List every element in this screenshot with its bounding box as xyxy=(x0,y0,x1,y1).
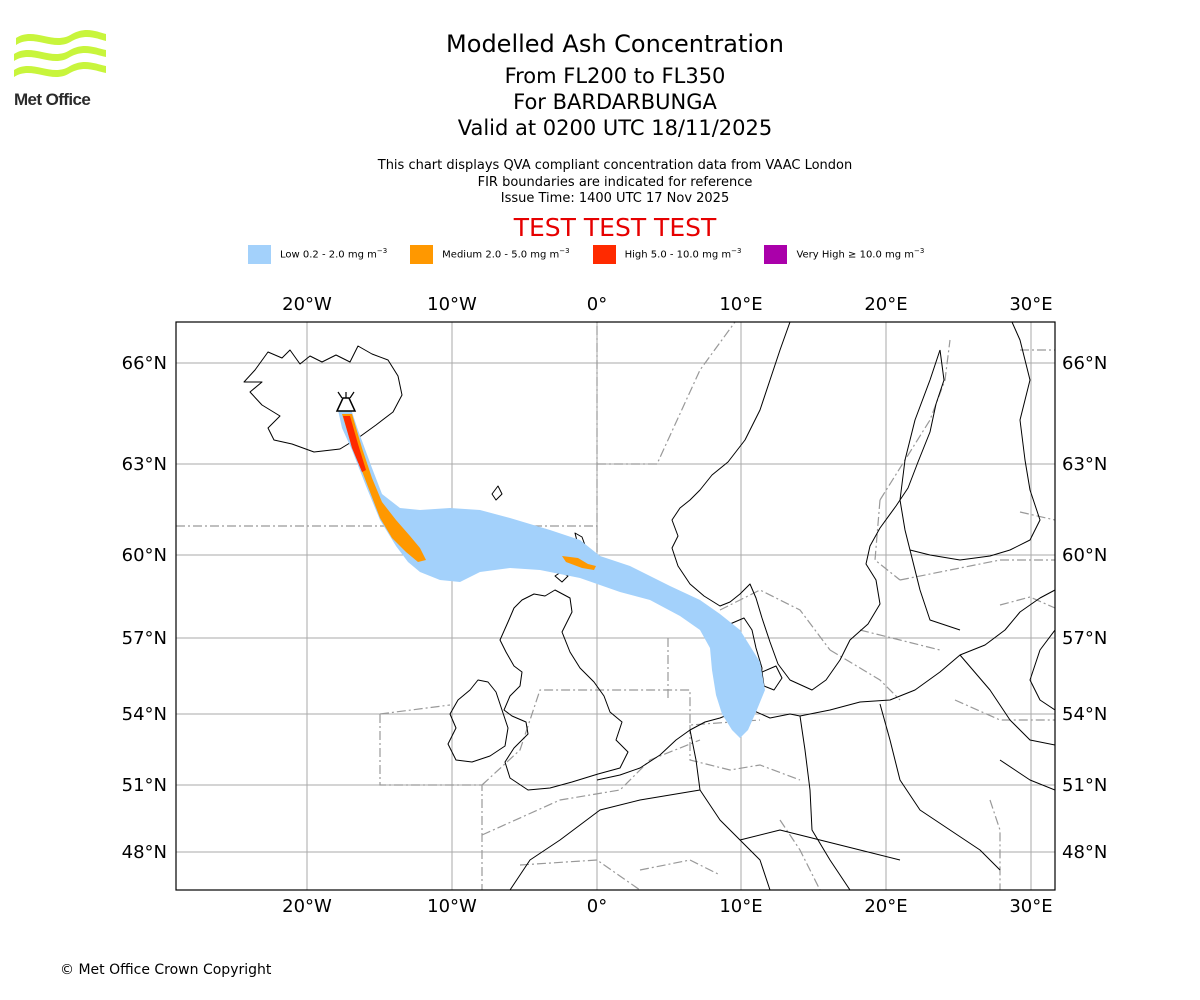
lat-label-right: 57°N xyxy=(1062,628,1107,649)
volcano-icon xyxy=(335,391,357,412)
lon-label-bottom: 20°E xyxy=(864,896,907,917)
legend-item-low: Low 0.2 - 2.0 mg m−3 xyxy=(248,244,387,264)
met-office-logo-text: Met Office xyxy=(14,90,91,109)
lon-label-top: 30°E xyxy=(1009,294,1052,315)
lon-label-bottom: 10°E xyxy=(719,896,762,917)
ash-low-area xyxy=(338,406,765,738)
ash-medium-patch xyxy=(562,556,596,570)
issue-time: Issue Time: 1400 UTC 17 Nov 2025 xyxy=(500,191,730,206)
flight-levels: From FL200 to FL350 xyxy=(504,64,726,88)
legend-item-medium: Medium 2.0 - 5.0 mg m−3 xyxy=(410,244,570,264)
lon-label-top: 10°W xyxy=(427,294,477,315)
legend-item-high: High 5.0 - 10.0 mg m−3 xyxy=(592,244,741,264)
volcano-name: For BARDARBUNGA xyxy=(513,90,717,114)
lon-label-bottom: 20°W xyxy=(282,896,332,917)
lat-label-right: 66°N xyxy=(1062,353,1107,374)
lon-label-top: 10°E xyxy=(719,294,762,315)
test-banner: TEST TEST TEST xyxy=(513,213,717,242)
lat-label-left: 60°N xyxy=(122,545,167,566)
legend-label-very-high: Very High ≥ 10.0 mg m xyxy=(796,249,915,261)
map-frame xyxy=(175,321,1056,891)
met-office-waves-icon xyxy=(14,29,106,77)
copyright: © Met Office Crown Copyright xyxy=(60,962,272,978)
ash-high-area xyxy=(343,416,366,472)
legend-swatch-medium xyxy=(410,244,434,264)
info-line-2: FIR boundaries are indicated for referen… xyxy=(477,175,753,190)
lat-label-right: 48°N xyxy=(1062,842,1107,863)
legend-item-very-high: Very High ≥ 10.0 mg m−3 xyxy=(764,244,924,264)
graticule xyxy=(176,322,1055,890)
lat-label-right: 60°N xyxy=(1062,545,1107,566)
legend-swatch-high xyxy=(592,244,616,264)
legend-label-medium: Medium 2.0 - 5.0 mg m xyxy=(442,249,560,261)
legend-swatch-very-high xyxy=(764,244,788,264)
lat-label-left: 54°N xyxy=(122,704,167,725)
valid-time: Valid at 0200 UTC 18/11/2025 xyxy=(457,116,773,140)
lat-label-left: 66°N xyxy=(122,353,167,374)
legend: Low 0.2 - 2.0 mg m−3 Medium 2.0 - 5.0 mg… xyxy=(248,244,924,264)
lat-label-right: 51°N xyxy=(1062,775,1107,796)
lon-label-top: 20°E xyxy=(864,294,907,315)
legend-label-high: High 5.0 - 10.0 mg m xyxy=(624,249,732,261)
lon-label-top: 20°W xyxy=(282,294,332,315)
info-line-1: This chart displays QVA compliant concen… xyxy=(377,158,853,173)
lat-label-left: 57°N xyxy=(122,628,167,649)
lat-label-right: 63°N xyxy=(1062,454,1107,475)
legend-label-low: Low 0.2 - 2.0 mg m xyxy=(280,249,377,261)
lat-label-left: 63°N xyxy=(122,454,167,475)
met-office-logo: Met Office xyxy=(12,28,112,118)
ash-medium-area xyxy=(342,414,426,562)
lon-label-top: 0° xyxy=(587,294,607,315)
fir-boundaries xyxy=(176,322,1055,890)
lon-label-bottom: 0° xyxy=(587,896,607,917)
lat-label-right: 54°N xyxy=(1062,704,1107,725)
legend-swatch-low xyxy=(248,244,271,264)
lat-label-left: 51°N xyxy=(122,775,167,796)
lat-label-left: 48°N xyxy=(122,842,167,863)
lon-label-bottom: 30°E xyxy=(1009,896,1052,917)
coastlines xyxy=(243,322,1055,890)
chart-title: Modelled Ash Concentration xyxy=(446,30,784,58)
lon-label-bottom: 10°W xyxy=(427,896,477,917)
